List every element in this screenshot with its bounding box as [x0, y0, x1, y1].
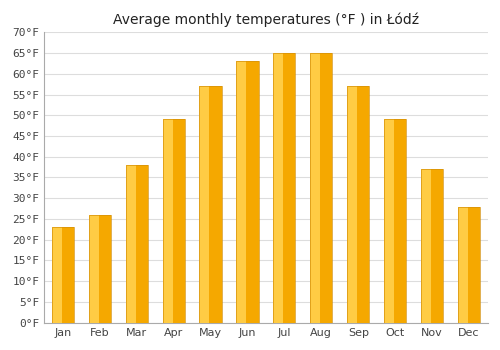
Bar [274, 53, 283, 323]
Bar [52, 227, 62, 323]
Bar [126, 165, 148, 323]
Bar [162, 119, 184, 323]
Bar [200, 86, 209, 323]
Bar [421, 169, 431, 323]
Bar [200, 86, 222, 323]
Bar [62, 227, 74, 323]
Bar [52, 227, 74, 323]
Title: Average monthly temperatures (°F ) in Łódź: Average monthly temperatures (°F ) in Łó… [113, 13, 419, 27]
Bar [347, 86, 370, 323]
Bar [310, 53, 332, 323]
Bar [136, 165, 148, 323]
Bar [88, 215, 111, 323]
Bar [284, 53, 296, 323]
Bar [421, 169, 443, 323]
Bar [98, 215, 111, 323]
Bar [384, 119, 406, 323]
Bar [236, 61, 258, 323]
Bar [236, 61, 246, 323]
Bar [88, 215, 99, 323]
Bar [246, 61, 258, 323]
Bar [468, 206, 480, 323]
Bar [126, 165, 136, 323]
Bar [310, 53, 320, 323]
Bar [357, 86, 370, 323]
Bar [458, 206, 468, 323]
Bar [384, 119, 394, 323]
Bar [172, 119, 184, 323]
Bar [458, 206, 480, 323]
Bar [347, 86, 357, 323]
Bar [431, 169, 443, 323]
Bar [274, 53, 295, 323]
Bar [162, 119, 172, 323]
Bar [394, 119, 406, 323]
Bar [210, 86, 222, 323]
Bar [320, 53, 332, 323]
